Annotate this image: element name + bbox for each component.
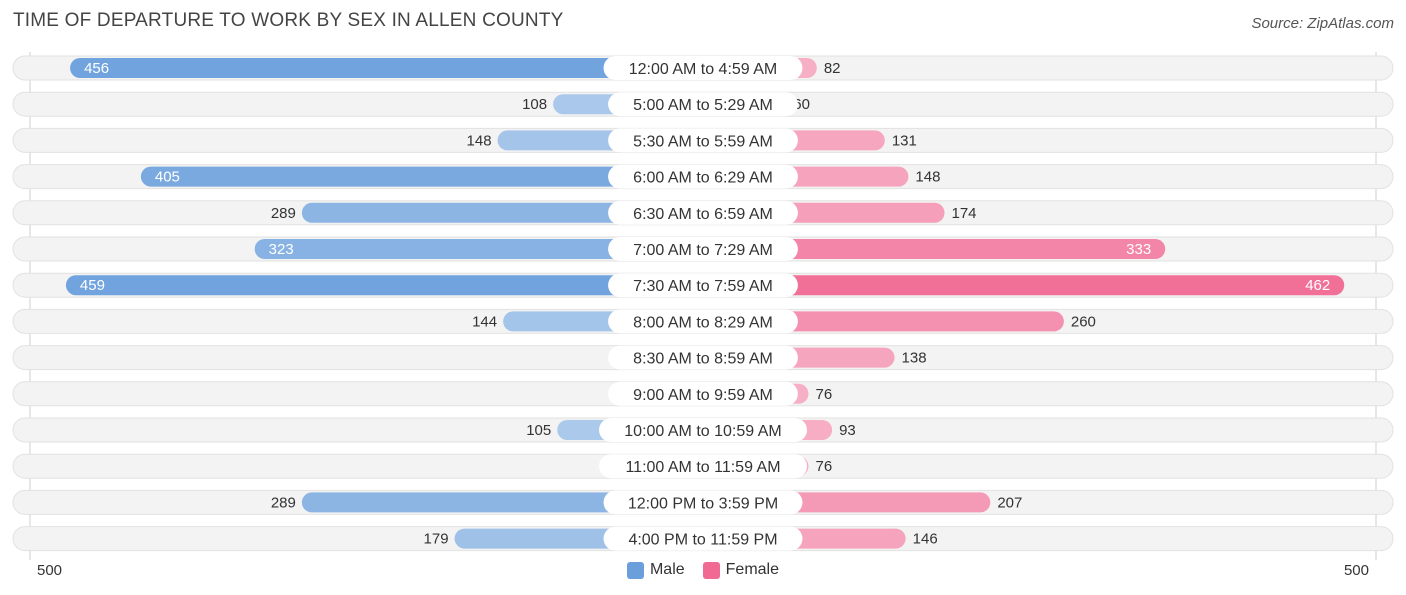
bar-male[interactable] (301, 202, 703, 223)
chart-source: Source: ZipAtlas.com (1251, 15, 1394, 32)
value-label-male: 405 (155, 169, 180, 186)
legend-item-male[interactable]: Male (626, 561, 685, 579)
category-pill (608, 381, 798, 406)
value-label-male: 459 (80, 277, 105, 294)
category-label: 12:00 AM to 4:59 AM (629, 61, 778, 78)
category-pill (603, 56, 803, 80)
value-label-female: 148 (915, 169, 940, 186)
bar-male[interactable] (70, 58, 703, 78)
category-label: 8:30 AM to 8:59 AM (633, 351, 773, 368)
value-label-male: 289 (271, 494, 296, 511)
chart-plot: 456 82 12:00 AM to 4:59 AM 108 60 5:00 AM to … (12, 52, 1394, 560)
value-label-male: 179 (424, 531, 449, 548)
value-label-female: 462 (1305, 277, 1330, 294)
category-label: 9:00 AM to 9:59 AM (633, 387, 773, 404)
chart-row: 456 82 12:00 AM to 4:59 AM (12, 55, 1394, 81)
chart-row: 405 148 6:00 AM to 6:29 AM (12, 164, 1394, 190)
axis-left-label: 500 (37, 562, 63, 579)
category-pill (603, 490, 803, 515)
value-label-female: 333 (1126, 241, 1151, 258)
category-label: 4:00 PM to 11:59 PM (628, 532, 777, 549)
category-pill (608, 345, 798, 370)
legend: Male Female (0, 561, 1406, 579)
value-label-male: 456 (84, 60, 109, 77)
category-pill (608, 200, 798, 225)
legend-label-male: Male (649, 561, 685, 578)
value-label-male: 323 (269, 241, 294, 258)
category-pill (608, 128, 798, 153)
category-pill (608, 92, 798, 117)
chart-row: 289 174 6:30 AM to 6:59 AM (12, 200, 1394, 226)
chart-row: 457611:00 AM to 11:59 AM (12, 453, 1394, 479)
category-pill (608, 237, 798, 261)
chart-row: 144 260 8:00 AM to 8:29 AM (12, 308, 1394, 334)
category-label: 6:30 AM to 6:59 AM (633, 206, 773, 223)
category-pill (608, 309, 798, 334)
category-label: 10:00 AM to 10:59 AM (624, 423, 781, 440)
value-label-female: 82 (824, 60, 841, 77)
bar-male[interactable] (65, 275, 703, 296)
category-label: 7:30 AM to 7:59 AM (633, 278, 773, 295)
category-pill (603, 526, 803, 551)
category-pill (599, 418, 807, 442)
chart-row: 179 146 4:00 PM to 11:59 PM (12, 526, 1394, 552)
legend-label-female: Female (725, 561, 780, 578)
axis-right-label: 500 (1343, 562, 1369, 579)
value-label-female: 174 (952, 205, 977, 222)
value-label-female: 76 (815, 458, 832, 475)
chart-row: 105 93 10:00 AM to 10:59 AM (12, 417, 1394, 443)
bar-female[interactable] (703, 275, 1345, 296)
category-label: 5:30 AM to 5:59 AM (633, 133, 773, 150)
legend-swatch-male (626, 561, 644, 579)
category-label: 5:00 AM to 5:29 AM (633, 97, 773, 114)
value-label-male: 105 (526, 422, 551, 439)
legend-item-female[interactable]: Female (702, 561, 780, 579)
bar-male[interactable] (301, 492, 703, 513)
bar-male[interactable] (140, 166, 704, 187)
value-label-male: 148 (467, 132, 492, 149)
category-pill (608, 273, 798, 298)
value-label-male: 108 (522, 96, 547, 113)
value-label-female: 93 (839, 422, 856, 439)
value-label-female: 60 (793, 96, 810, 113)
category-label: 7:00 AM to 7:29 AM (633, 242, 773, 259)
value-label-male: 289 (271, 205, 296, 222)
value-label-female: 207 (997, 494, 1022, 511)
value-label-female: 260 (1071, 313, 1096, 330)
chart-row: 148 131 5:30 AM to 5:59 AM (12, 127, 1394, 153)
value-label-female: 131 (892, 132, 917, 149)
category-label: 12:00 PM to 3:59 PM (628, 495, 778, 512)
category-label: 11:00 AM to 11:59 AM (625, 459, 780, 476)
value-label-female: 146 (913, 531, 938, 548)
bar-male[interactable] (254, 239, 703, 259)
category-label: 8:00 AM to 8:29 AM (633, 314, 773, 331)
legend-swatch-female (702, 561, 720, 579)
chart-row: 22769:00 AM to 9:59 AM (12, 381, 1394, 407)
bar-female[interactable] (703, 239, 1166, 259)
value-label-female: 76 (815, 386, 832, 403)
category-pill (608, 164, 798, 189)
category-label: 6:00 AM to 6:29 AM (633, 170, 773, 187)
value-label-female: 138 (902, 350, 927, 367)
chart-row: 323 333 7:00 AM to 7:29 AM (12, 236, 1394, 262)
chart-row: 371388:30 AM to 8:59 AM (12, 345, 1394, 371)
category-pill (599, 454, 807, 479)
chart-title: TIME OF DEPARTURE TO WORK BY SEX IN ALLE… (13, 10, 564, 31)
chart-row: 289 207 12:00 PM to 3:59 PM (12, 489, 1394, 515)
chart-row: 108 60 5:00 AM to 5:29 AM (12, 91, 1394, 117)
chart-row: 459 462 7:30 AM to 7:59 AM (12, 272, 1394, 298)
value-label-male: 144 (472, 313, 497, 330)
